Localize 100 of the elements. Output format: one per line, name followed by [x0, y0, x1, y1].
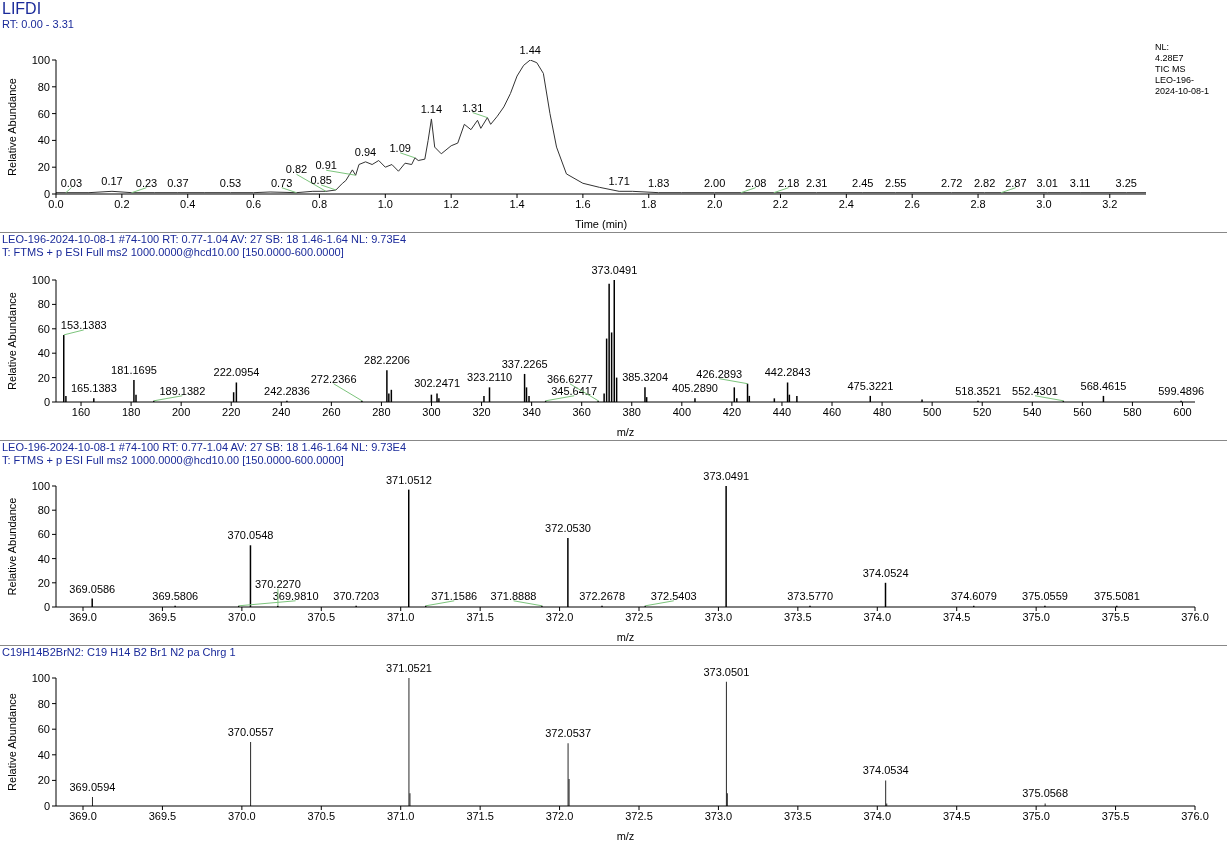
x-tick-label: 370.5 [307, 610, 336, 623]
y-tick-label: 100 [31, 479, 50, 492]
annotation: 2.00 [703, 176, 726, 189]
y-tick-label: 20 [37, 774, 50, 787]
x-tick-label: 2.0 [706, 197, 723, 210]
x-tick-label: 540 [1023, 405, 1042, 418]
annotation: 370.7203 [333, 589, 380, 602]
annotation: 302.2471 [414, 377, 461, 390]
annotation: 153.1383 [60, 318, 107, 331]
annotation: 426.2893 [696, 367, 743, 380]
annotation: 369.0586 [69, 582, 116, 595]
x-tick-label: 371.5 [466, 610, 494, 623]
x-tick-label: 1.2 [443, 197, 459, 210]
annotation: 373.0491 [703, 470, 750, 482]
x-tick-label: 0.6 [245, 197, 262, 210]
annotation: 371.8888 [490, 589, 537, 602]
y-axis-title: Relative Abundance [5, 693, 18, 791]
x-tick-label: 0.0 [48, 197, 64, 210]
x-tick-label: 0.4 [180, 197, 196, 210]
annotation: 3.01 [1036, 176, 1058, 189]
annotation: 181.1695 [111, 364, 157, 377]
y-tick-label: 40 [37, 552, 50, 565]
x-axis-title: m/z [616, 631, 635, 643]
annotation: 373.0501 [703, 665, 750, 678]
y-tick-label: 60 [37, 107, 50, 120]
annotation: 370.2270 [254, 577, 301, 590]
annotation: 323.2110 [467, 371, 513, 384]
annotation: 371.0512 [385, 473, 432, 486]
text: 4.28E7 [1155, 53, 1185, 64]
annotation: 373.0491 [591, 264, 638, 276]
annotation: 0.82 [285, 163, 308, 176]
x-tick-label: 420 [722, 405, 742, 418]
chart-subtitle: T: FTMS + p ESI Full ms2 1000.0000@hcd10.00 [150.0000-600.0000] [1, 246, 345, 259]
x-tick-label: 580 [1123, 405, 1142, 418]
x-tick-label: 369.5 [148, 610, 177, 623]
annotation: 0.73 [270, 176, 293, 189]
x-tick-label: 1.4 [509, 197, 525, 210]
y-tick-label: 20 [37, 576, 50, 589]
annotation: 370.0557 [227, 726, 274, 738]
x-tick-label: 600 [1173, 405, 1192, 418]
annotation: 337.2265 [501, 357, 548, 370]
x-tick-label: 370.5 [307, 809, 336, 822]
x-tick-label: 370.0 [228, 610, 256, 623]
y-tick-label: 40 [37, 347, 50, 360]
y-tick-label: 40 [37, 134, 50, 147]
annotation: 371.1586 [431, 589, 478, 602]
annotation: 405.2890 [672, 382, 719, 395]
x-tick-label: 240 [272, 405, 291, 418]
x-axis-title: m/z [616, 426, 635, 438]
text: 2024-10-08-1 [1155, 86, 1211, 97]
annotation: 475.3221 [847, 379, 894, 392]
annotation: 2.31 [805, 176, 828, 189]
y-tick-label: 40 [37, 748, 50, 761]
annotation: 2.55 [885, 176, 907, 189]
annotation: 0.37 [167, 176, 189, 189]
annotation: 0.03 [60, 176, 83, 189]
annotation: 372.5403 [650, 589, 697, 602]
chart-subtitle: T: FTMS + p ESI Full ms2 1000.0000@hcd10.00 [150.0000-600.0000] [1, 454, 345, 467]
x-tick-label: 480 [872, 405, 892, 418]
annotation: 2.82 [973, 176, 996, 189]
annotation: 2.45 [852, 176, 874, 189]
x-tick-label: 280 [372, 405, 391, 418]
x-tick-label: 300 [422, 405, 441, 418]
annotation: 0.85 [310, 173, 332, 186]
annotation: 518.3521 [955, 384, 1002, 397]
x-tick-label: 440 [772, 405, 792, 418]
x-tick-label: 200 [171, 405, 191, 418]
x-tick-label: 371.5 [466, 809, 494, 822]
y-axis-title: Relative Abundance [5, 497, 18, 596]
chart-title: LEO-196-2024-10-08-1 #74-100 RT: 0.77-1.04 AV: 27 SB: 18 1.46-1.64 NL: 9.73E4 [1, 233, 407, 246]
x-tick-label: 340 [522, 405, 541, 418]
annotation: 375.0559 [1022, 589, 1068, 602]
y-tick-label: 0 [43, 187, 50, 200]
annotation: 2.87 [1005, 176, 1027, 189]
x-tick-label: 2.4 [838, 197, 854, 210]
annotation: 3.25 [1115, 176, 1137, 189]
y-tick-label: 80 [37, 697, 50, 710]
annotation: 3.11 [1069, 176, 1091, 189]
annotation: 189.1382 [159, 384, 206, 397]
x-tick-label: 370.0 [228, 809, 256, 822]
annotation: 375.0568 [1022, 787, 1069, 800]
x-tick-label: 2.6 [904, 197, 920, 210]
x-tick-label: 369.0 [69, 809, 97, 822]
y-tick-label: 80 [37, 298, 50, 311]
annotation: 1.71 [608, 175, 630, 188]
y-tick-label: 0 [43, 395, 50, 408]
annotation: 1.09 [389, 141, 411, 154]
annotation: 385.3204 [622, 371, 669, 384]
annotation: 374.0524 [862, 566, 909, 579]
x-tick-label: 373.5 [784, 610, 812, 623]
x-tick-label: 180 [121, 405, 141, 418]
x-tick-label: 1.0 [377, 197, 393, 210]
x-tick-label: 373.0 [704, 809, 733, 822]
annotation: 272.2366 [310, 372, 357, 385]
y-tick-label: 80 [37, 80, 50, 93]
y-tick-label: 100 [31, 671, 50, 684]
y-axis-title: Relative Abundance [5, 292, 18, 390]
y-tick-label: 80 [37, 504, 50, 517]
x-tick-label: 369.0 [69, 610, 97, 623]
x-tick-label: 376.0 [1181, 809, 1209, 822]
